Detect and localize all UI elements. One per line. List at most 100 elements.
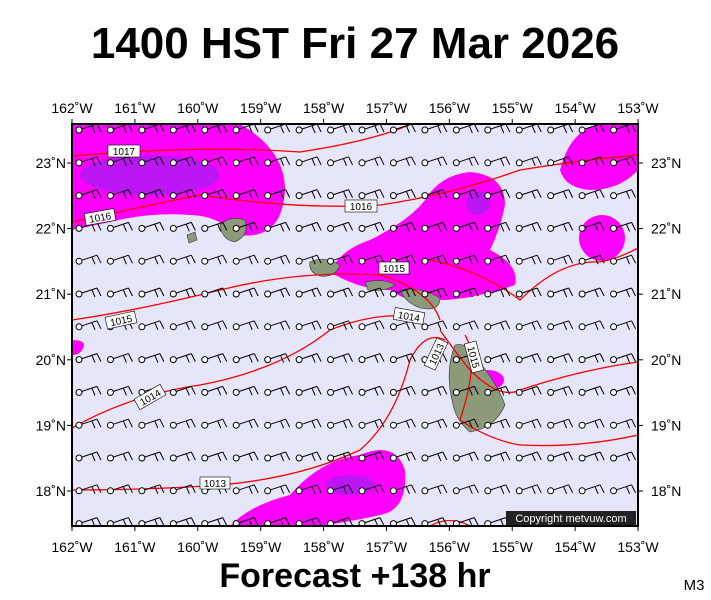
lat-label-left: 18˚N xyxy=(36,483,66,499)
barb-flag xyxy=(222,320,228,330)
barb-flag xyxy=(568,353,574,362)
barb-station xyxy=(515,454,523,462)
barb-flag xyxy=(594,421,599,429)
barb-flag xyxy=(285,156,291,166)
barb-flag xyxy=(285,189,291,198)
barb-flag xyxy=(500,421,505,429)
barb-station xyxy=(358,257,366,265)
barb-station xyxy=(232,159,240,167)
lon-label-bottom: 161˚W xyxy=(114,539,156,555)
barb-flag xyxy=(473,222,479,231)
barb-station xyxy=(452,487,460,495)
barb-flag xyxy=(253,353,259,362)
barb-flag xyxy=(122,355,127,363)
barb-flag xyxy=(468,191,473,199)
lat-label-left: 21˚N xyxy=(36,286,66,302)
barb-station xyxy=(452,257,460,265)
barb-station xyxy=(106,126,114,134)
barb-flag xyxy=(154,289,159,298)
barb-station xyxy=(169,356,177,364)
barb-station xyxy=(327,356,335,364)
barb-flag xyxy=(91,355,96,363)
barb-flag xyxy=(280,191,285,199)
barb-station xyxy=(578,159,586,167)
barb-flag xyxy=(594,191,599,199)
barb-flag xyxy=(374,191,379,199)
barb-station xyxy=(138,224,146,232)
barb-flag xyxy=(531,289,536,298)
barb-station xyxy=(138,520,146,526)
barb-flag xyxy=(217,257,222,265)
barb-flag xyxy=(410,517,416,526)
barb-flag xyxy=(159,222,165,231)
barb-flag xyxy=(599,353,605,362)
barb-station xyxy=(578,192,586,200)
barb-station xyxy=(327,323,335,331)
barb-flag xyxy=(91,257,96,265)
barb-flag xyxy=(316,484,322,494)
barb-flag xyxy=(405,125,410,134)
barb-flag xyxy=(563,289,568,298)
barb-flag xyxy=(410,156,416,166)
barb-flag xyxy=(599,222,605,231)
barb-flag xyxy=(505,386,511,395)
barb-station xyxy=(610,224,618,232)
barb-station xyxy=(547,454,555,462)
barb-station xyxy=(75,192,83,200)
barb-station xyxy=(232,224,240,232)
barb-station xyxy=(421,487,429,495)
barb-flag xyxy=(217,289,222,298)
barb-station xyxy=(232,388,240,396)
barb-flag xyxy=(468,289,473,298)
barb-station xyxy=(264,454,272,462)
barb-station xyxy=(201,126,209,134)
barb-station xyxy=(484,290,492,298)
barb-flag xyxy=(473,189,479,198)
barb-flag xyxy=(536,222,542,231)
barb-station xyxy=(232,454,240,462)
barb-flag xyxy=(500,453,505,462)
barb-flag xyxy=(405,486,410,494)
barb-flag xyxy=(505,254,511,264)
barb-flag xyxy=(217,388,222,396)
barb-station xyxy=(578,487,586,495)
barb-flag xyxy=(185,224,190,232)
barb-station xyxy=(421,454,429,462)
barb-station xyxy=(452,290,460,298)
barb-flag xyxy=(154,158,159,166)
barb-flag xyxy=(285,222,291,231)
barb-flag xyxy=(348,386,354,395)
isobar-text: 1016 xyxy=(88,211,112,226)
barb-flag xyxy=(531,125,536,134)
barb-station xyxy=(264,388,272,396)
barb-flag xyxy=(185,191,190,199)
barb-flag xyxy=(631,320,637,330)
barb-station xyxy=(484,487,492,495)
barb-flag xyxy=(348,353,354,362)
barb-flag xyxy=(468,421,473,429)
barb-station xyxy=(578,323,586,331)
barb-flag xyxy=(563,257,568,265)
lon-label-top: 160˚W xyxy=(177,100,219,116)
barb-flag xyxy=(631,189,637,198)
barb-station xyxy=(610,421,618,429)
barb-station xyxy=(484,421,492,429)
barb-flag xyxy=(253,124,259,133)
barb-flag xyxy=(379,451,385,461)
barb-station xyxy=(358,323,366,331)
barb-flag xyxy=(280,453,285,462)
barb-station xyxy=(295,356,303,364)
barb-station xyxy=(327,388,335,396)
barb-flag xyxy=(91,486,96,494)
lon-label-top: 153˚W xyxy=(617,100,659,116)
barb-flag xyxy=(505,156,511,166)
barb-flag xyxy=(127,156,133,166)
barb-flag xyxy=(473,451,479,461)
barb-flag xyxy=(531,453,536,462)
lon-label-top: 159˚W xyxy=(240,100,282,116)
barb-flag xyxy=(594,158,599,166)
barb-flag xyxy=(505,189,511,198)
barb-flag xyxy=(568,124,574,133)
barb-flag xyxy=(96,156,102,166)
barb-flag xyxy=(122,388,127,396)
